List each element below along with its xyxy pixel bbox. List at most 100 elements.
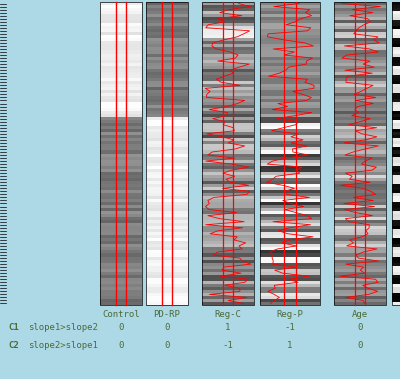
Bar [260,47,320,50]
Bar [392,287,400,290]
Bar [146,281,188,284]
Bar [334,229,386,232]
Bar [334,153,386,157]
Bar [202,41,254,44]
Bar [146,41,188,44]
Bar [260,257,320,260]
Bar [100,232,142,235]
Bar [334,299,386,302]
Bar [334,75,386,78]
Bar [392,126,400,129]
Bar [202,281,254,284]
Bar [260,169,320,172]
Bar [334,14,386,17]
Bar [100,2,142,5]
Bar [202,181,254,184]
Text: 1: 1 [225,324,231,332]
Bar [260,35,320,38]
Bar [146,190,188,193]
Bar [260,193,320,196]
Bar [334,187,386,190]
Bar [260,229,320,232]
Bar [202,47,254,50]
Bar [334,166,386,169]
Bar [146,181,188,184]
Bar [334,72,386,75]
Bar [100,90,142,93]
Bar [334,126,386,129]
Bar [334,129,386,132]
Bar [334,53,386,56]
Bar [260,217,320,220]
Bar [334,296,386,299]
Bar [100,205,142,208]
Bar [260,105,320,108]
Bar [334,96,386,99]
Bar [334,217,386,220]
Text: 0: 0 [164,340,170,349]
Bar [334,172,386,175]
Bar [392,87,400,90]
Bar [260,269,320,272]
Bar [260,17,320,20]
Bar [260,254,320,257]
Bar [202,93,254,96]
Bar [146,220,188,223]
Bar [260,163,320,166]
Bar [260,190,320,193]
Bar [100,126,142,129]
Bar [392,172,400,175]
Bar [100,226,142,229]
Bar [260,108,320,111]
Bar [100,157,142,160]
Bar [202,251,254,254]
Text: 0: 0 [118,340,124,349]
Bar [260,2,320,305]
Bar [100,63,142,66]
Bar [202,2,254,305]
Bar [202,247,254,251]
Bar [100,111,142,114]
Bar [260,211,320,214]
Bar [260,11,320,14]
Bar [146,105,188,108]
Bar [146,251,188,254]
Bar [100,160,142,163]
Bar [260,184,320,187]
Bar [202,235,254,238]
Bar [260,20,320,23]
Bar [100,8,142,11]
Bar [146,78,188,81]
Bar [100,254,142,257]
Bar [202,132,254,135]
Bar [202,266,254,269]
Bar [392,84,400,87]
Bar [260,141,320,144]
Bar [392,244,400,247]
Bar [146,172,188,175]
Bar [260,96,320,99]
Bar [260,2,320,5]
Bar [100,23,142,26]
Bar [260,102,320,105]
Bar [392,202,400,205]
Bar [146,23,188,26]
Bar [100,29,142,32]
Bar [100,266,142,269]
Bar [146,84,188,87]
Bar [100,163,142,166]
Bar [202,157,254,160]
Bar [146,187,188,190]
Bar [202,38,254,41]
Bar [146,11,188,14]
Bar [392,205,400,208]
Bar [260,275,320,278]
Bar [260,120,320,123]
Bar [202,150,254,153]
Bar [202,78,254,81]
Bar [334,193,386,196]
Bar [146,120,188,123]
Bar [260,56,320,60]
Bar [202,20,254,23]
Bar [146,81,188,84]
